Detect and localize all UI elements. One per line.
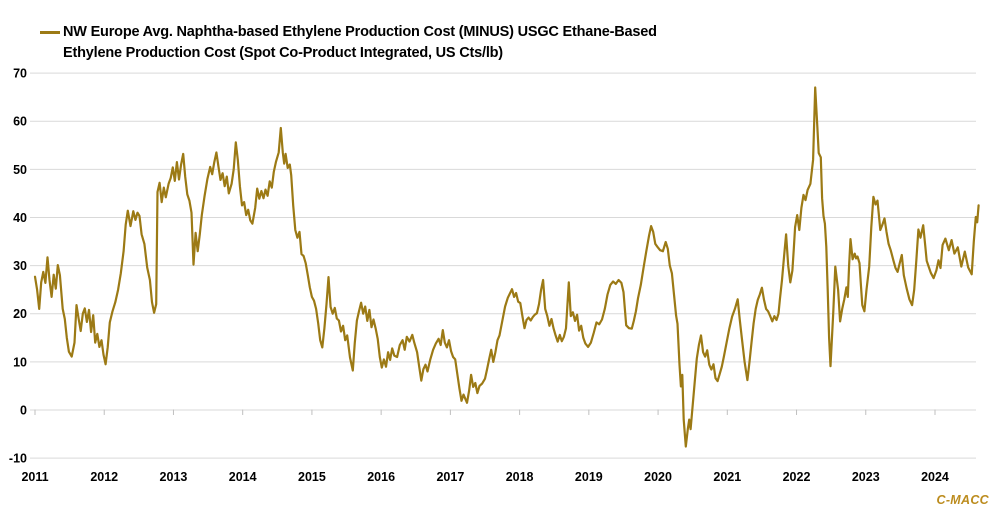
x-axis-label: 2013: [160, 470, 188, 484]
y-axis-label: 50: [13, 163, 27, 177]
y-axis-label: 70: [13, 67, 27, 81]
x-axis-label: 2024: [921, 470, 949, 484]
x-axis-label: 2014: [229, 470, 257, 484]
y-axis-label: -10: [9, 452, 27, 466]
x-axis-label: 2018: [506, 470, 534, 484]
x-axis-label: 2012: [90, 470, 118, 484]
gridlines: [30, 72, 976, 459]
y-axis-label: 0: [20, 403, 27, 417]
axis-ticks: [34, 409, 936, 415]
x-axis-label: 2016: [367, 470, 395, 484]
cmacc-watermark: C-MACC: [936, 493, 989, 507]
legend-line-swatch-icon: [40, 31, 60, 34]
y-axis-label: 30: [13, 259, 27, 273]
y-axis-label: 20: [13, 307, 27, 321]
x-axis-label: 2020: [644, 470, 672, 484]
x-axis-label: 2019: [575, 470, 603, 484]
legend-label-line2: Ethylene Production Cost (Spot Co-Produc…: [63, 45, 503, 61]
x-axis-label: 2022: [783, 470, 811, 484]
y-axis-label: 40: [13, 211, 27, 225]
legend-label-line1: NW Europe Avg. Naphtha-based Ethylene Pr…: [63, 24, 657, 40]
y-axis-label: 60: [13, 115, 27, 129]
legend-label: NW Europe Avg. Naphtha-based Ethylene Pr…: [63, 22, 657, 64]
x-axis-label: 2023: [852, 470, 880, 484]
series-layer: [33, 86, 980, 448]
x-axis-label: 2015: [298, 470, 326, 484]
legend: NW Europe Avg. Naphtha-based Ethylene Pr…: [40, 22, 657, 64]
x-axis-label: 2017: [436, 470, 464, 484]
axis-labels: 70 60 50 40 30 20 10 0 -10 2011 2012 2013 2014 2015 20…: [9, 67, 949, 485]
y-axis-label: 10: [13, 355, 27, 369]
x-axis-label: 2021: [713, 470, 741, 484]
series-line: [33, 86, 980, 448]
x-axis-label: 2011: [21, 470, 48, 484]
